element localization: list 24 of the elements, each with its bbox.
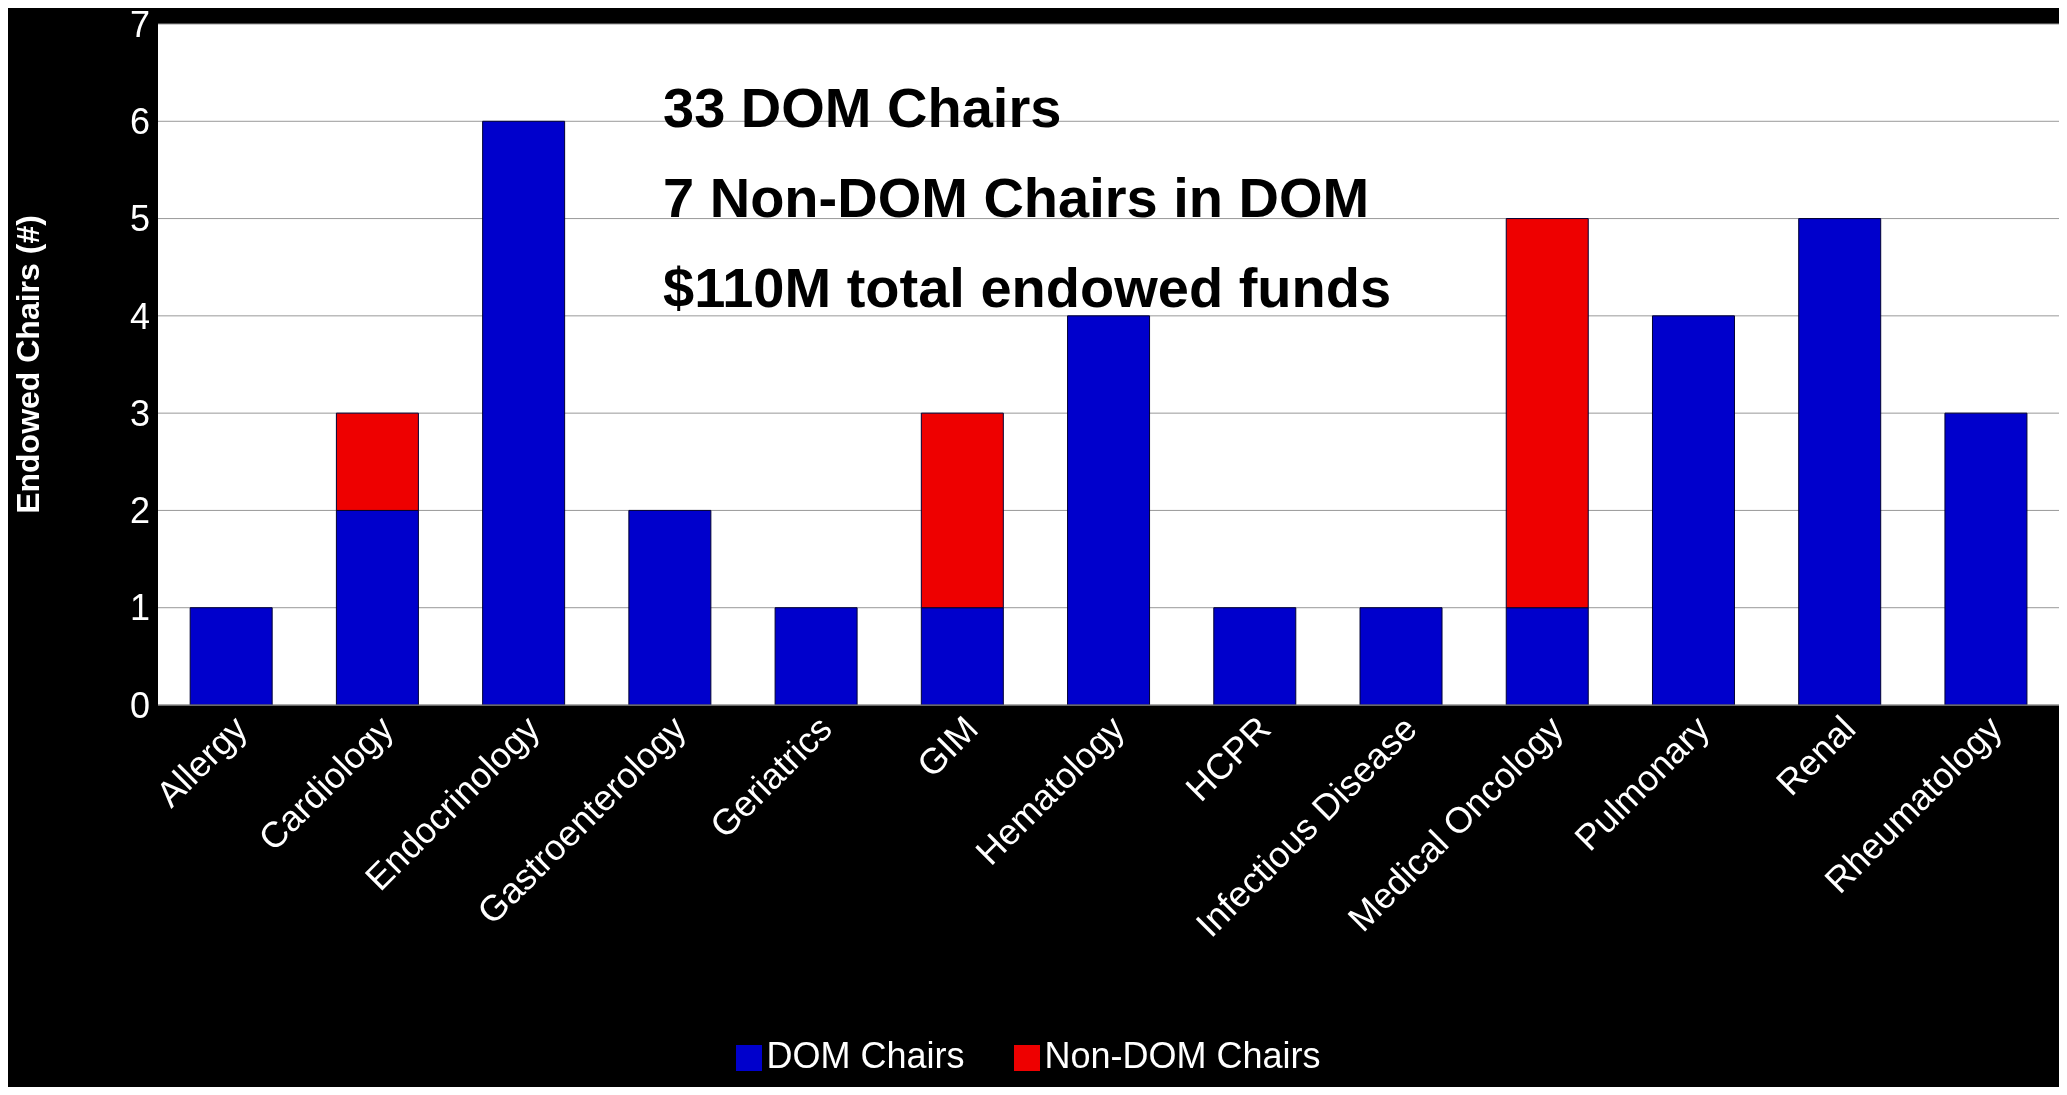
y-tick-label: 0 [129, 684, 150, 726]
y-tick-label: 1 [129, 587, 150, 629]
y-axis-title: Endowed Chairs (#) [10, 215, 47, 514]
annotation: 33 DOM Chairs [663, 75, 1063, 141]
bar [1067, 315, 1151, 705]
bar [189, 607, 273, 705]
y-tick-label: 5 [129, 198, 150, 240]
y-tick-label: 6 [129, 101, 150, 143]
y-tick-label: 3 [129, 392, 150, 434]
bar [1798, 218, 1882, 705]
legend-label: Non-DOM Chairs [1044, 1035, 1321, 1076]
bar [482, 120, 566, 705]
annotation: $110M total endowed funds [663, 255, 1392, 321]
bar [1651, 315, 1735, 705]
annotation: 7 Non-DOM Chairs in DOM [663, 165, 1371, 231]
bar [1944, 412, 2028, 705]
y-tick-label: 4 [129, 295, 150, 337]
bar [1359, 607, 1443, 705]
bar [1213, 607, 1297, 705]
bar [628, 509, 712, 705]
legend-label: DOM Chairs [766, 1035, 965, 1076]
bar [774, 607, 858, 705]
y-tick-label: 7 [129, 3, 150, 45]
y-tick-label: 2 [129, 490, 150, 532]
